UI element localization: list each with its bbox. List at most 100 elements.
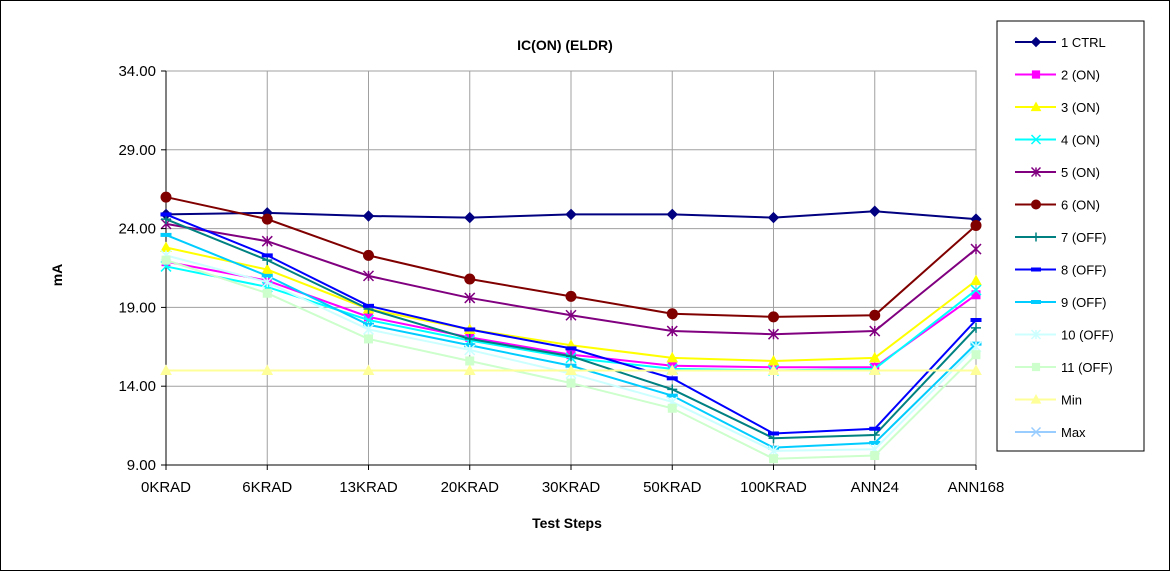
data-point — [566, 378, 576, 388]
data-point — [870, 451, 880, 461]
legend-item: 11 (OFF) — [1015, 360, 1113, 375]
data-point — [769, 454, 778, 464]
x-tick-label: 20KRAD — [441, 479, 500, 496]
legend-item: 5 (ON) — [1015, 165, 1100, 180]
data-point — [464, 273, 476, 285]
data-point — [970, 284, 982, 296]
series-7 — [161, 214, 981, 444]
data-point — [362, 323, 375, 335]
data-point — [869, 426, 881, 431]
data-point — [768, 311, 779, 323]
legend: 1 CTRL 2 (ON) 3 (ON) 4 (ON) 5 (ON) 6 (ON) 7 (O… — [996, 20, 1145, 452]
data-point — [565, 364, 577, 375]
data-point — [666, 325, 678, 337]
legend-label: 6 (ON) — [1061, 198, 1100, 213]
x-tick-label: 6KRAD — [242, 479, 292, 496]
data-point — [869, 430, 880, 441]
data-point — [161, 255, 171, 265]
data-point — [970, 243, 982, 255]
data-point — [970, 341, 982, 353]
data-point — [464, 211, 476, 224]
legend-label: 1 CTRL — [1061, 35, 1106, 50]
data-point — [1031, 300, 1041, 304]
data-point — [666, 376, 678, 381]
data-point — [261, 263, 274, 275]
data-point — [869, 440, 881, 445]
legend-item: 3 (ON) — [1015, 100, 1100, 115]
y-tick-label: 9.00 — [127, 457, 156, 474]
data-point — [261, 364, 274, 375]
legend-label: 4 (ON) — [1061, 133, 1100, 148]
y-tick-label: 24.00 — [118, 221, 156, 238]
data-point — [1030, 134, 1042, 145]
y-tick-label: 34.00 — [118, 63, 156, 80]
data-point — [1031, 232, 1041, 242]
data-point — [666, 393, 678, 398]
legend-item: 1 CTRL — [1015, 35, 1106, 50]
data-point — [1031, 70, 1041, 79]
data-point — [363, 303, 374, 308]
data-point — [364, 334, 373, 344]
data-point — [666, 351, 679, 363]
data-point — [1030, 426, 1042, 438]
series-11 — [161, 255, 981, 464]
data-point — [667, 403, 677, 413]
data-point — [465, 356, 475, 366]
data-point — [767, 445, 780, 457]
data-point — [565, 208, 577, 221]
data-point — [463, 364, 476, 375]
x-tick-label: 0KRAD — [141, 479, 191, 496]
data-point — [869, 325, 881, 337]
data-point — [565, 309, 577, 321]
data-point — [160, 191, 172, 203]
y-axis: 9.00 14.00 19.00 24.00 29.00 34.00 — [118, 63, 166, 474]
legend-label: 2 (ON) — [1061, 68, 1100, 83]
legend-item: 4 (ON) — [1015, 133, 1100, 148]
data-point — [767, 328, 780, 340]
data-point — [971, 350, 981, 360]
data-point — [1030, 329, 1042, 340]
legend-label: 11 (OFF) — [1061, 360, 1113, 375]
x-tick-label: 50KRAD — [643, 479, 702, 496]
data-point — [970, 274, 982, 286]
legend-item: 10 (OFF) — [1015, 328, 1114, 343]
data-point — [1030, 101, 1042, 112]
data-point — [1030, 36, 1042, 48]
x-tick-label: 30KRAD — [542, 479, 601, 496]
data-point — [767, 364, 780, 375]
legend-label: 9 (OFF) — [1061, 295, 1107, 310]
data-point — [1031, 267, 1041, 272]
data-point — [565, 290, 577, 302]
data-point — [1031, 362, 1041, 372]
series-12 — [160, 364, 982, 375]
data-point — [869, 309, 881, 321]
data-point — [768, 431, 779, 436]
data-point — [464, 344, 476, 356]
data-point — [261, 213, 273, 225]
data-point — [869, 205, 881, 217]
data-point — [868, 364, 881, 375]
x-axis: 0KRAD 6KRAD 13KRAD 20KRAD 30KRAD 50KRAD 100KRA… — [141, 465, 1004, 496]
data-point — [160, 364, 172, 375]
legend-item: 7 (OFF) — [1015, 230, 1107, 245]
legend-label: 3 (ON) — [1061, 100, 1100, 115]
y-tick-label: 19.00 — [118, 299, 156, 316]
legend-item: Min — [1015, 393, 1082, 408]
data-point — [970, 219, 982, 231]
data-point — [160, 212, 172, 217]
data-point — [565, 346, 577, 351]
data-point — [666, 208, 678, 221]
data-point — [363, 249, 374, 261]
data-point — [362, 364, 375, 375]
y-tick-label: 14.00 — [118, 378, 156, 395]
data-point — [1030, 393, 1042, 404]
x-tick-label: 13KRAD — [339, 479, 398, 496]
data-point — [160, 232, 172, 237]
legend-item: 8 (OFF) — [1015, 263, 1107, 278]
legend-label: 7 (OFF) — [1061, 230, 1107, 245]
data-point — [261, 276, 273, 288]
data-point — [666, 308, 678, 320]
data-point — [362, 270, 375, 282]
legend-label: Min — [1061, 393, 1082, 408]
